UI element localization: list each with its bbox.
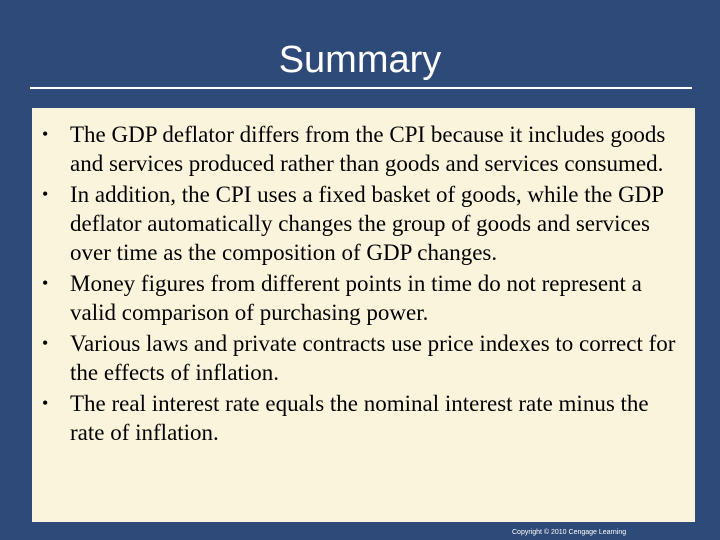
bullet-text: The real interest rate equals the nomina…	[70, 391, 649, 445]
bullet-dot-icon: •	[42, 333, 49, 353]
bullet-item: • In addition, the CPI uses a fixed bask…	[32, 180, 685, 267]
bullet-dot-icon: •	[42, 124, 49, 144]
copyright-notice: Copyright © 2010 Cengage Learning	[512, 529, 627, 536]
bullet-text: In addition, the CPI uses a fixed basket…	[70, 182, 664, 265]
content-box: • The GDP deflator differs from the CPI …	[32, 108, 695, 522]
bullet-item: • The real interest rate equals the nomi…	[32, 389, 685, 447]
title-divider	[30, 87, 692, 89]
bullet-item: • The GDP deflator differs from the CPI …	[32, 120, 685, 178]
bullet-dot-icon: •	[42, 393, 49, 413]
bullet-item: • Various laws and private contracts use…	[32, 329, 685, 387]
bullet-text: The GDP deflator differs from the CPI be…	[70, 122, 666, 176]
bullet-dot-icon: •	[42, 184, 49, 204]
bullet-text: Various laws and private contracts use p…	[70, 331, 676, 385]
bullet-text: Money figures from different points in t…	[70, 271, 642, 325]
slide-title: Summary	[278, 39, 442, 81]
bullet-list: • The GDP deflator differs from the CPI …	[32, 108, 695, 447]
bullet-item: • Money figures from different points in…	[32, 269, 685, 327]
bullet-dot-icon: •	[42, 273, 49, 293]
